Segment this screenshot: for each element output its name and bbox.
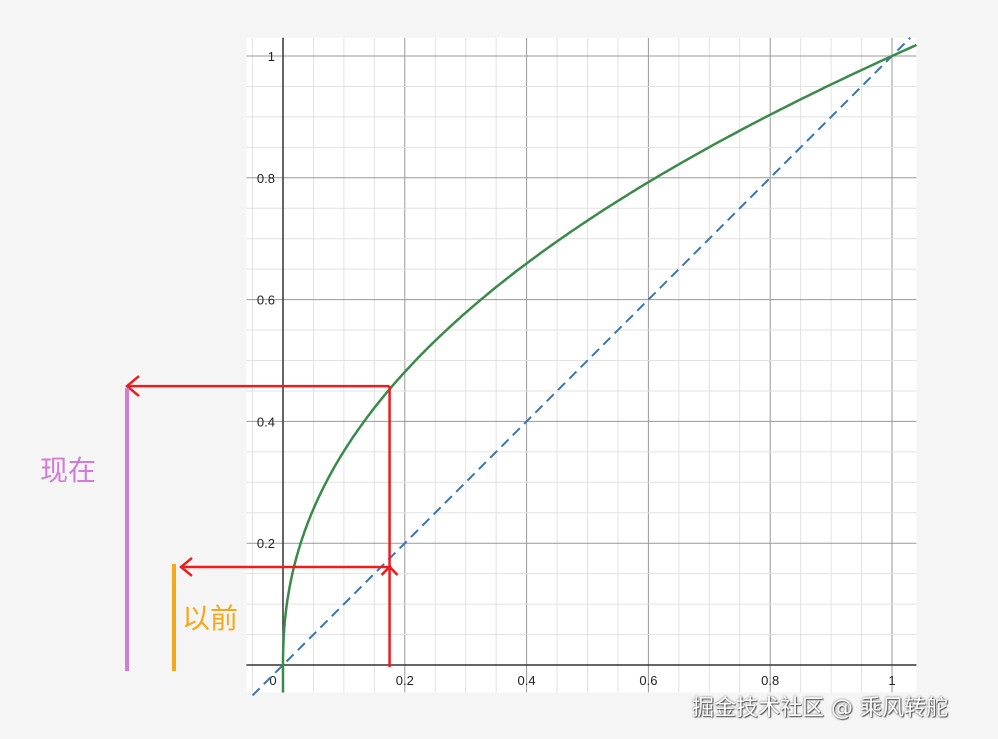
x-tick-label: 0.6 <box>639 673 657 688</box>
series-identity-line <box>251 37 911 697</box>
x-tick-label: 0.4 <box>518 673 536 688</box>
y-tick-label: 0.6 <box>257 293 275 308</box>
arrowhead-before-left <box>179 556 193 577</box>
series-gamma-curve <box>281 43 917 693</box>
x-tick-label: 0.8 <box>761 673 779 688</box>
now-label: 现在 <box>40 454 96 487</box>
arrowhead-before-up <box>380 565 399 576</box>
plot-area <box>246 37 917 693</box>
y-tick-label: 0.4 <box>257 414 275 429</box>
y-tick-label: 0.8 <box>257 171 275 186</box>
y-tick-label: 0.2 <box>257 536 275 551</box>
watermark: 掘金技术社区 @ 乘风转舵 <box>692 696 948 721</box>
y-tick-label: 1 <box>268 49 275 64</box>
x-tick-label: 1 <box>888 673 895 688</box>
before-label: 以前 <box>182 602 238 635</box>
x-tick-label: 0 <box>269 673 276 688</box>
arrowhead-now <box>125 375 140 398</box>
x-tick-label: 0.2 <box>396 673 414 688</box>
